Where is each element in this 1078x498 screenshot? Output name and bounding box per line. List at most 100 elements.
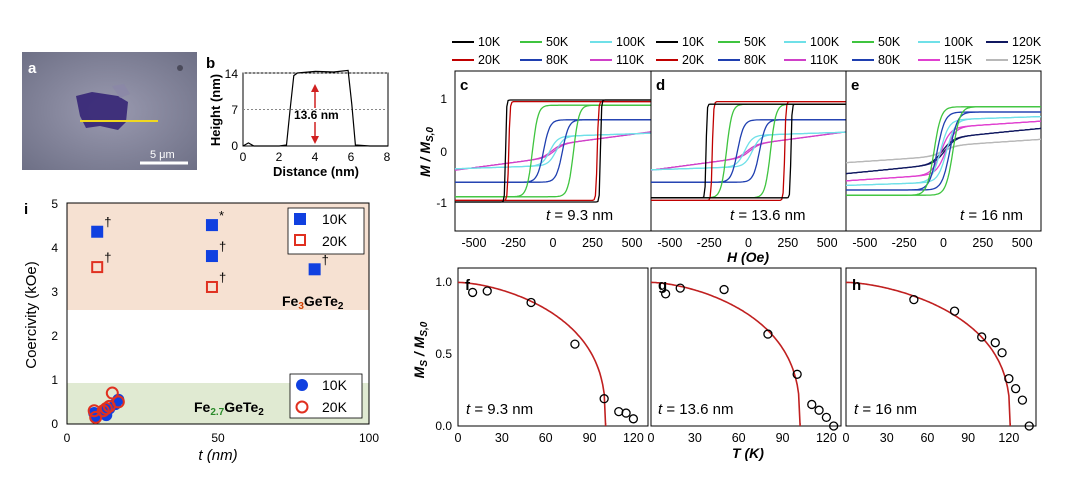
ms-xtick-msH-3: 90 xyxy=(961,431,975,445)
panel-a: 5 μm a xyxy=(22,52,197,170)
legend-label-c-110K: 110K xyxy=(616,53,645,67)
arrow-up-head xyxy=(311,84,319,92)
ms-point-msG-1 xyxy=(675,283,685,293)
loop-curvesD-50K-up xyxy=(651,103,846,199)
ms-xtick-msG-3: 90 xyxy=(776,431,790,445)
h-xtick-2-1: -250 xyxy=(892,236,917,250)
h-xtick-0-4: 500 xyxy=(622,236,643,250)
ms-point-msF-4 xyxy=(599,394,609,404)
ms-point-msG-3 xyxy=(763,329,773,339)
panel-c: c t = 9.3 nm xyxy=(454,70,652,232)
h-xtick-2-3: 250 xyxy=(972,236,993,250)
legend-label-10k-top: 10K xyxy=(322,211,348,227)
loop-curvesD-20K-down xyxy=(651,100,846,202)
b-xtick-8: 8 xyxy=(384,150,391,164)
i-ytick-0: 0 xyxy=(51,417,58,431)
loop-curvesC-50K-down xyxy=(455,104,651,198)
panel-e: e t = 16 nm xyxy=(845,70,1042,232)
thickness-label-c: t = 9.3 nm xyxy=(546,207,613,224)
ms-point-msH-5 xyxy=(1004,373,1014,384)
b-xtick-6: 6 xyxy=(348,150,355,164)
b-xticks: 0 2 4 6 8 xyxy=(240,150,391,164)
arrow-down-head xyxy=(311,136,319,144)
height-profile-line xyxy=(242,69,388,147)
ms-point-msF-3 xyxy=(570,339,580,349)
coercivity-point-20K-1-1 xyxy=(205,280,218,293)
loop-curvesC-10K-down xyxy=(455,99,651,203)
ms-xtick-msG-1: 30 xyxy=(688,431,702,445)
loop-curvesD-80K-down xyxy=(651,119,846,183)
h-xtick-2-4: 500 xyxy=(1012,236,1033,250)
loop-curvesC-110K-up xyxy=(454,131,652,171)
loop-curvesC-100K-down xyxy=(454,132,652,170)
ms-xtick-msH-2: 60 xyxy=(920,431,934,445)
coercivity-point-20K-3-1 xyxy=(89,410,103,424)
h-xtick-0-0: -500 xyxy=(461,236,486,250)
ms-point-msG-6 xyxy=(814,405,824,415)
coercivity-point-20K-3-5 xyxy=(105,386,119,400)
legend-label-20k-bottom: 20K xyxy=(322,399,348,415)
legend-label-d-80K: 80K xyxy=(744,53,767,67)
i-ytick-5: 5 xyxy=(51,197,58,211)
plot-frame-h xyxy=(845,267,1037,427)
panel-d: d t = 13.6 nm xyxy=(650,70,847,232)
i-top-legend: 10K 20K xyxy=(287,207,365,255)
b-ytick-14: 14 xyxy=(225,67,239,81)
i-data-points: † * † † † † xyxy=(87,208,329,424)
ms-point-msH-1 xyxy=(949,306,960,316)
h-xtick-0-3: 250 xyxy=(582,236,603,250)
loop-curvesC-100K-up xyxy=(454,132,652,170)
loop-curvesC-20K-down xyxy=(455,100,651,202)
panel-label-c: c xyxy=(460,77,468,94)
panel-label-h: h xyxy=(852,277,861,294)
ms-xtick-msG-4: 120 xyxy=(816,431,837,445)
coercivity-point-20K-3-3 xyxy=(99,402,113,416)
loop-curvesC-50K-up xyxy=(455,104,651,198)
loop-curvesD-10K-up xyxy=(651,103,846,199)
ms-point-msH-4 xyxy=(997,348,1007,358)
ms-point-msF-6 xyxy=(621,408,631,418)
loop-curvesE-100K-down xyxy=(846,115,1041,187)
legend-label-e-115K: 115K xyxy=(944,53,973,67)
star-marker: * xyxy=(219,208,224,223)
plot-frame-i xyxy=(66,202,370,425)
b-ytick-0: 0 xyxy=(231,139,238,153)
fit-curve-msF xyxy=(458,281,607,427)
b-xtick-4: 4 xyxy=(312,150,319,164)
cde-xlabel: H (Oe) xyxy=(727,249,769,265)
ms-point-msH-6 xyxy=(1010,384,1021,394)
h-xtick-1-2: 0 xyxy=(745,236,752,250)
panel-b: b 13.6 nm 0 7 14 0 2 4 6 8 Distance (nm)… xyxy=(206,55,391,179)
ms-point-msF-2 xyxy=(526,297,536,308)
h-xtick-2-0: -500 xyxy=(852,236,877,250)
legend-label-e-125K: 125K xyxy=(1012,53,1042,67)
ms-points-f xyxy=(458,281,639,427)
fgh-ytick-1: 1.0 xyxy=(435,275,452,289)
cde-ytick-1: 1 xyxy=(440,92,447,106)
ms-point-msG-8 xyxy=(829,421,839,431)
legend-label-20k-top: 20K xyxy=(322,233,348,249)
loop-curvesD-10K-down xyxy=(651,103,846,199)
ms-xtick-msG-0: 0 xyxy=(648,431,655,445)
loop-curvesD-80K-up xyxy=(651,119,846,183)
loop-curvesE-80K-down xyxy=(846,111,1041,191)
legend-label-d-100K: 100K xyxy=(810,35,840,49)
ms-point-msG-0 xyxy=(660,289,671,299)
loop-curvesE-120K-down xyxy=(845,127,1042,175)
legend-label-d-50K: 50K xyxy=(744,35,767,49)
i-bottom-legend: 10K 20K xyxy=(289,373,363,419)
ms-point-msH-2 xyxy=(977,332,987,342)
loop-curvesC-110K-down xyxy=(454,131,652,171)
loop-curvesD-50K-down xyxy=(651,103,846,199)
b-xtick-2: 2 xyxy=(276,150,283,164)
coercivity-point-20K-3-6 xyxy=(111,395,125,409)
ms-point-msH-0 xyxy=(909,294,919,305)
legend-marker-10k-square xyxy=(294,213,306,225)
h-xtick-1-4: 500 xyxy=(817,236,838,250)
ms-point-msH-8 xyxy=(1024,421,1034,431)
coercivity-point-20K-1-0 xyxy=(91,261,104,274)
coercivity-point-10K-0-2 xyxy=(205,250,218,263)
panel-label-g: g xyxy=(658,277,667,294)
ms-point-msG-7 xyxy=(821,412,832,423)
legend-label-e-100K: 100K xyxy=(944,35,974,49)
